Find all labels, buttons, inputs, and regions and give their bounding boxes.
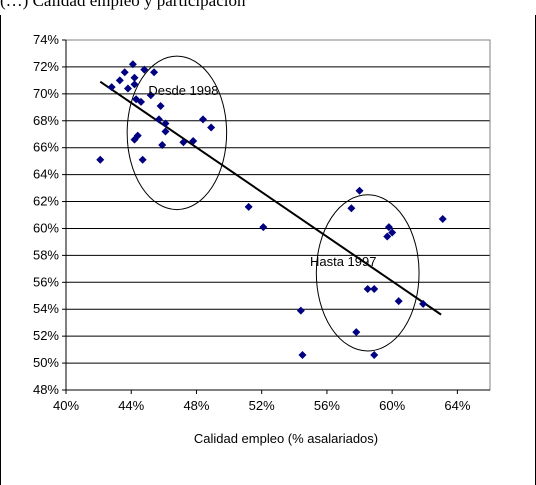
- data-point: [130, 73, 139, 82]
- data-point: [259, 223, 268, 232]
- y-tick-label: 52%: [33, 328, 59, 343]
- x-tick-label: 40%: [53, 398, 79, 413]
- data-point: [244, 202, 253, 211]
- x-tick-label: 64%: [444, 398, 470, 413]
- data-point: [156, 101, 165, 110]
- trendline-layer: [99, 80, 442, 316]
- data-point: [128, 60, 137, 69]
- data-point: [347, 204, 356, 213]
- plot-area: [65, 39, 491, 391]
- annotation-desde: Desde 1998: [148, 83, 218, 98]
- y-tick-label: 50%: [33, 355, 59, 370]
- data-point: [146, 91, 155, 100]
- gridlines: [66, 39, 490, 391]
- group-ellipse: [126, 55, 228, 211]
- data-point: [133, 131, 142, 140]
- data-point: [296, 306, 305, 315]
- x-tick-label: 48%: [183, 398, 209, 413]
- data-point: [438, 215, 447, 224]
- data-point: [130, 80, 139, 89]
- data-point: [154, 115, 163, 124]
- y-tick-label: 58%: [33, 247, 59, 262]
- data-point: [370, 285, 379, 294]
- data-point: [355, 186, 364, 195]
- y-tick-label: 48%: [33, 382, 59, 397]
- trendline: [99, 80, 442, 316]
- data-point: [363, 285, 372, 294]
- y-tick-label: 60%: [33, 220, 59, 235]
- data-point: [115, 76, 124, 85]
- data-point: [161, 119, 170, 128]
- y-tick-label: 74%: [33, 32, 59, 47]
- data-point: [107, 83, 116, 92]
- data-point: [384, 223, 393, 232]
- y-tick-label: 68%: [33, 113, 59, 128]
- data-point: [198, 115, 207, 124]
- figure-caption: (…) Calidad empleo y participación: [0, 0, 246, 10]
- data-point: [298, 351, 307, 359]
- annotations: Desde 1998 Hasta 1997: [148, 83, 376, 269]
- annotation-hasta: Hasta 1997: [310, 254, 377, 269]
- data-points: [96, 60, 447, 359]
- y-tick-label: 56%: [33, 274, 59, 289]
- data-point: [370, 351, 379, 359]
- y-axis-ticks: 48% 50% 52% 54% 56% 58% 60% 62% 64% 66% 68% 70% 72% 7…: [33, 32, 67, 397]
- data-point: [207, 123, 216, 132]
- data-point: [189, 136, 198, 145]
- data-point: [419, 299, 428, 308]
- x-tick-label: 56%: [314, 398, 340, 413]
- x-tick-label: 52%: [249, 398, 275, 413]
- data-point: [138, 155, 147, 164]
- y-tick-label: 72%: [33, 59, 59, 74]
- x-axis-ticks: 40% 44% 48% 52% 56% 60% 64%: [53, 389, 490, 413]
- data-point: [352, 328, 361, 337]
- data-point: [120, 68, 129, 77]
- data-point: [388, 228, 397, 237]
- data-point: [383, 232, 392, 241]
- data-point: [161, 127, 170, 136]
- x-tick-label: 44%: [118, 398, 144, 413]
- x-tick-label: 60%: [379, 398, 405, 413]
- y-tick-label: 54%: [33, 301, 59, 316]
- data-point: [179, 138, 188, 147]
- y-tick-label: 66%: [33, 140, 59, 155]
- data-point: [140, 65, 149, 74]
- data-point: [158, 141, 167, 149]
- group-ellipse: [315, 194, 420, 352]
- y-tick-label: 62%: [33, 194, 59, 209]
- data-point: [137, 97, 146, 106]
- data-point: [394, 297, 403, 306]
- x-axis-title: Calidad empleo (% asalariados): [194, 431, 378, 446]
- data-point: [150, 68, 159, 77]
- data-point: [96, 155, 105, 164]
- data-point: [123, 84, 132, 93]
- y-tick-label: 70%: [33, 86, 59, 101]
- y-tick-label: 64%: [33, 167, 59, 182]
- group-ellipses: [126, 55, 420, 352]
